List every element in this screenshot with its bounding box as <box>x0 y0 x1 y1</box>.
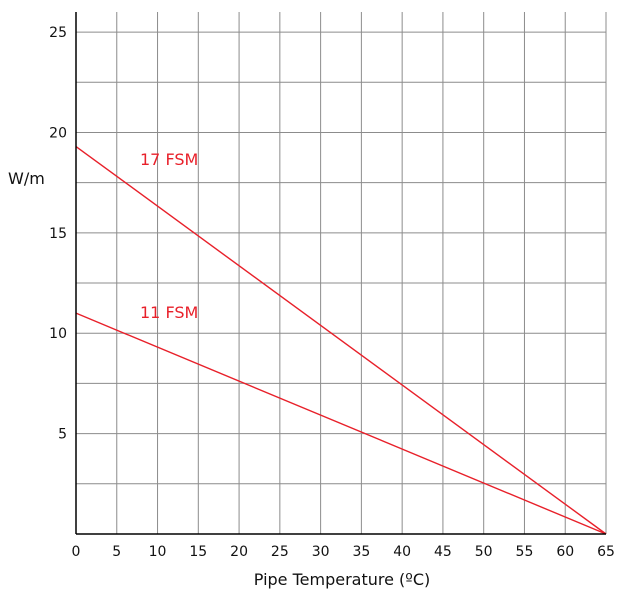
y-tick-label: 10 <box>49 326 67 342</box>
x-tick-label: 5 <box>112 544 121 560</box>
x-tick-label: 0 <box>72 544 81 560</box>
axes <box>75 12 606 535</box>
x-tick-label: 65 <box>597 544 615 560</box>
y-tick-label: 5 <box>58 427 67 443</box>
x-tick-label: 60 <box>556 544 574 560</box>
y-axis-title: W/m <box>8 169 45 188</box>
series-line <box>75 145 607 535</box>
y-tick-label: 15 <box>49 226 67 242</box>
x-tick-label: 10 <box>149 544 167 560</box>
series-label: 17 FSM <box>140 150 198 169</box>
x-tick-label: 50 <box>475 544 493 560</box>
x-tick-label: 55 <box>516 544 534 560</box>
series-label: 11 FSM <box>140 303 198 322</box>
x-axis-title: Pipe Temperature (ºC) <box>254 570 430 589</box>
y-tick-label: 25 <box>49 25 67 41</box>
x-tick-label: 40 <box>393 544 411 560</box>
x-tick-label: 45 <box>434 544 452 560</box>
series-lines <box>75 145 607 535</box>
series-line <box>75 312 607 535</box>
y-tick-label: 20 <box>49 125 67 141</box>
x-tick-label: 30 <box>312 544 330 560</box>
x-tick-label: 35 <box>352 544 370 560</box>
x-tick-label: 15 <box>189 544 207 560</box>
series-labels: 17 FSM 11 FSM <box>140 150 198 322</box>
grid <box>76 12 607 534</box>
x-tick-label: 20 <box>230 544 248 560</box>
tick-labels: 0 5 10 15 20 25 30 35 40 45 50 55 60 65 5 10 15 20 25 <box>49 25 615 560</box>
x-tick-label: 25 <box>271 544 289 560</box>
